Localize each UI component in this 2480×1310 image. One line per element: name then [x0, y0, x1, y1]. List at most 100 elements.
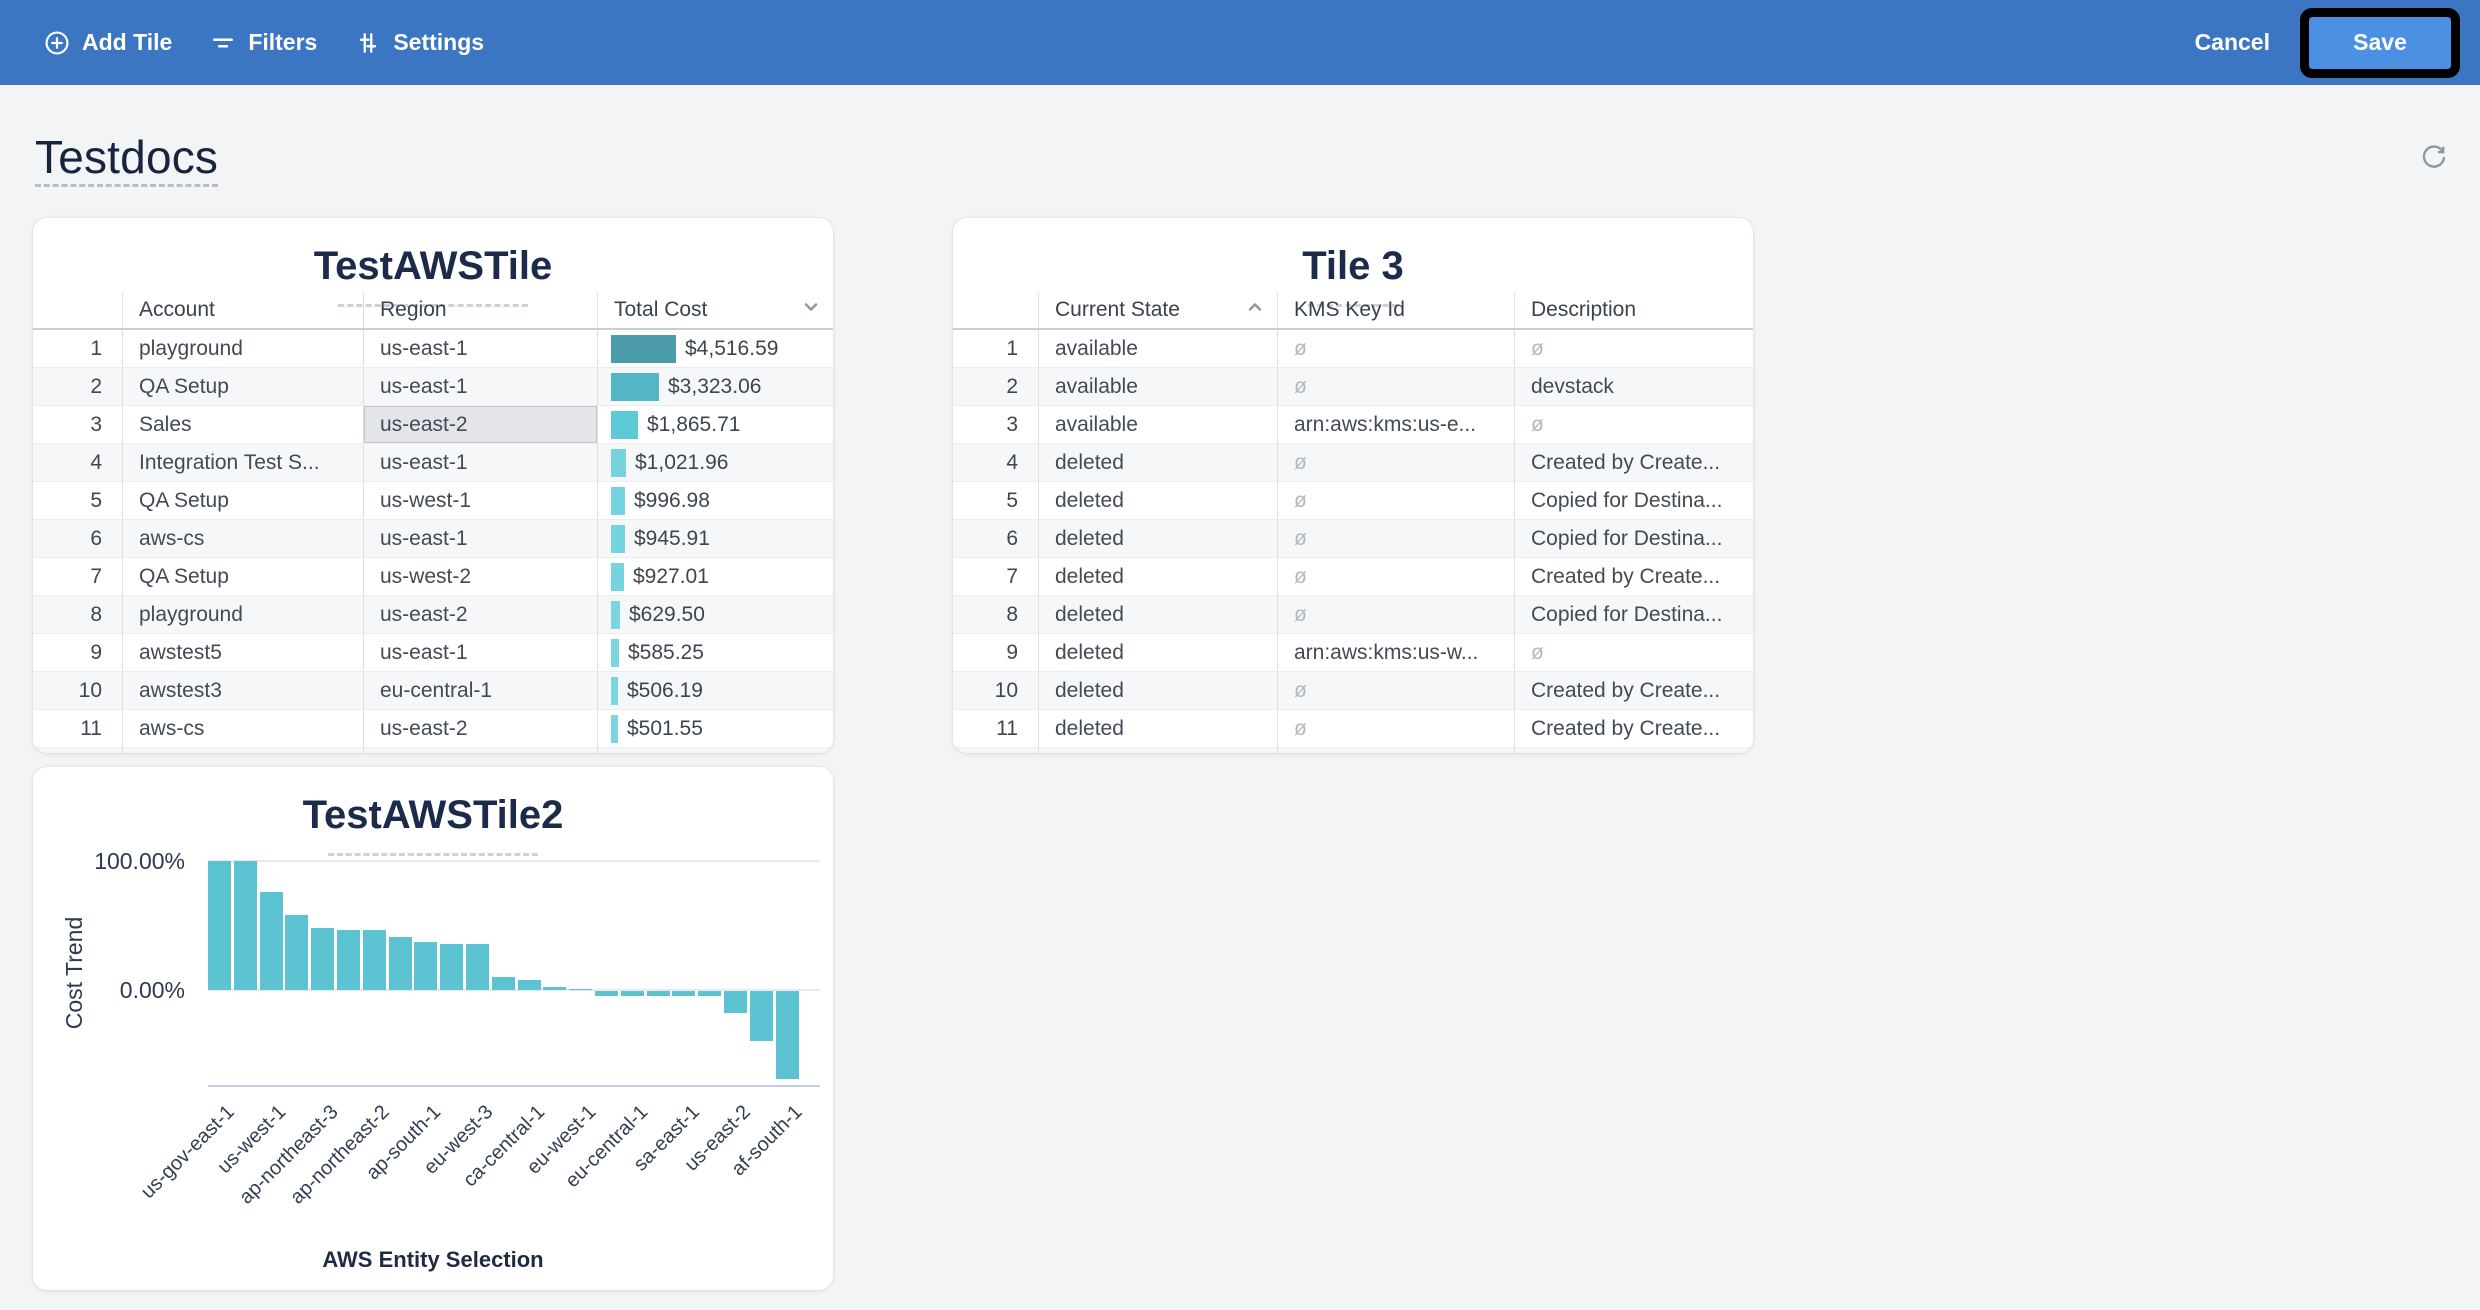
chart-bar[interactable] — [466, 943, 489, 990]
table-row[interactable]: 3 Sales us-east-2 $1,865.71 — [33, 406, 833, 444]
account-cell[interactable]: Integration Test S... — [122, 444, 363, 481]
description-cell[interactable]: Copied for Destina... — [1514, 482, 1753, 519]
table-row[interactable]: 3 available arn:aws:kms:us-e... ø — [953, 406, 1753, 444]
chart-bar[interactable] — [672, 991, 696, 997]
table-row[interactable]: 7 deleted ø Created by Create... — [953, 558, 1753, 596]
current-state-cell[interactable]: deleted — [1038, 672, 1277, 709]
account-cell[interactable]: QA Setup — [122, 368, 363, 405]
account-cell[interactable]: QA Setup — [122, 558, 363, 595]
chart-bar[interactable] — [337, 930, 360, 990]
kms-key-id-cell[interactable]: ø — [1277, 710, 1514, 747]
cancel-button[interactable]: Cancel — [2194, 29, 2270, 55]
kms-key-id-cell[interactable]: ø — [1277, 444, 1514, 481]
table-row[interactable]: 5 QA Setup us-west-1 $996.98 — [33, 482, 833, 520]
table-row[interactable]: 10 deleted ø Created by Create... — [953, 672, 1753, 710]
chart-bar[interactable] — [259, 891, 283, 990]
refresh-icon[interactable] — [2420, 143, 2448, 171]
region-cell[interactable]: us-west-1 — [363, 482, 597, 519]
table-row[interactable]: 7 QA Setup us-west-2 $927.01 — [33, 558, 833, 596]
kms-key-id-cell[interactable]: ø — [1277, 596, 1514, 633]
total-cost-cell[interactable]: $3,323.06 — [597, 368, 833, 405]
chart-bar[interactable] — [775, 991, 799, 1079]
column-header-kms-key-id[interactable]: KMS Key Id — [1277, 292, 1514, 328]
total-cost-cell[interactable]: $996.98 — [597, 482, 833, 519]
account-cell[interactable]: aws-cs — [122, 520, 363, 557]
table-row[interactable]: 2 available ø devstack — [953, 368, 1753, 406]
chart-bar[interactable] — [491, 977, 515, 990]
current-state-cell[interactable]: deleted — [1038, 444, 1277, 481]
total-cost-cell[interactable]: $585.25 — [597, 634, 833, 671]
account-cell[interactable]: awstest3 — [122, 672, 363, 709]
total-cost-cell[interactable]: $506.19 — [597, 672, 833, 709]
chart-bar[interactable] — [724, 991, 747, 1013]
chart-bar[interactable] — [569, 989, 593, 990]
description-cell[interactable]: ø — [1514, 406, 1753, 443]
add-tile-button[interactable]: Add Tile — [44, 29, 172, 56]
current-state-cell[interactable]: available — [1038, 368, 1277, 405]
column-header-account[interactable]: Account — [122, 292, 363, 328]
description-cell[interactable]: Copied for Destina... — [1514, 596, 1753, 633]
current-state-cell[interactable]: deleted — [1038, 520, 1277, 557]
region-cell[interactable]: us-east-1 — [363, 368, 597, 405]
description-cell[interactable]: Created by Create... — [1514, 672, 1753, 709]
chart-bar[interactable] — [208, 861, 231, 990]
kms-key-id-cell[interactable]: ø — [1277, 368, 1514, 405]
table-row[interactable]: 11 aws-cs us-east-2 $501.55 — [33, 710, 833, 748]
region-cell[interactable]: eu-central-1 — [363, 672, 597, 709]
chart-bar[interactable] — [543, 987, 567, 990]
chart-bar[interactable] — [414, 941, 438, 990]
account-cell[interactable]: QA Setup — [122, 482, 363, 519]
description-cell[interactable]: Created by Create... — [1514, 710, 1753, 747]
region-cell[interactable]: us-east-1 — [363, 330, 597, 367]
description-cell[interactable]: Created by Create... — [1514, 444, 1753, 481]
table-row[interactable]: 9 awstest5 us-east-1 $585.25 — [33, 634, 833, 672]
chart-bar[interactable] — [285, 915, 309, 990]
chart-bar[interactable] — [620, 991, 644, 997]
chart-bar[interactable] — [749, 991, 773, 1042]
total-cost-cell[interactable]: $501.55 — [597, 710, 833, 747]
chart-bar[interactable] — [595, 991, 618, 997]
chart-bar[interactable] — [311, 928, 335, 990]
kms-key-id-cell[interactable]: ø — [1277, 330, 1514, 367]
table-row[interactable]: 6 deleted ø Copied for Destina... — [953, 520, 1753, 558]
table-row[interactable]: 2 QA Setup us-east-1 $3,323.06 — [33, 368, 833, 406]
chart-bar[interactable] — [440, 943, 464, 990]
account-cell[interactable]: awstest5 — [122, 634, 363, 671]
current-state-cell[interactable]: deleted — [1038, 596, 1277, 633]
table-row[interactable] — [33, 748, 833, 753]
table-row[interactable]: 11 deleted ø Created by Create... — [953, 710, 1753, 748]
region-cell[interactable]: us-west-2 — [363, 558, 597, 595]
kms-key-id-cell[interactable]: arn:aws:kms:us-e... — [1277, 406, 1514, 443]
chart-bar[interactable] — [517, 979, 541, 990]
description-cell[interactable]: ø — [1514, 634, 1753, 671]
total-cost-cell[interactable]: $1,865.71 — [597, 406, 833, 443]
kms-key-id-cell[interactable]: ø — [1277, 482, 1514, 519]
current-state-cell[interactable] — [1038, 748, 1277, 753]
table-row[interactable]: 5 deleted ø Copied for Destina... — [953, 482, 1753, 520]
account-cell[interactable]: playground — [122, 330, 363, 367]
current-state-cell[interactable]: available — [1038, 406, 1277, 443]
save-button[interactable]: Save — [2309, 16, 2451, 69]
current-state-cell[interactable]: available — [1038, 330, 1277, 367]
table-row[interactable]: 8 playground us-east-2 $629.50 — [33, 596, 833, 634]
current-state-cell[interactable]: deleted — [1038, 482, 1277, 519]
region-cell-selected[interactable]: us-east-2 — [363, 406, 597, 443]
chart-bar[interactable] — [388, 937, 412, 990]
table-row[interactable]: 8 deleted ø Copied for Destina... — [953, 596, 1753, 634]
chart-bar[interactable] — [362, 930, 386, 990]
account-cell[interactable]: playground — [122, 596, 363, 633]
kms-key-id-cell[interactable]: ø — [1277, 672, 1514, 709]
account-cell[interactable]: aws-cs — [122, 710, 363, 747]
table-row[interactable]: 4 deleted ø Created by Create... — [953, 444, 1753, 482]
region-cell[interactable]: us-east-2 — [363, 596, 597, 633]
region-cell[interactable]: us-east-1 — [363, 634, 597, 671]
column-header-description[interactable]: Description — [1514, 292, 1753, 328]
total-cost-cell[interactable]: $927.01 — [597, 558, 833, 595]
chart-bar[interactable] — [646, 991, 670, 997]
kms-key-id-cell[interactable]: ø — [1277, 520, 1514, 557]
region-cell[interactable]: us-east-2 — [363, 710, 597, 747]
column-header-current-state[interactable]: Current State — [1038, 292, 1277, 328]
current-state-cell[interactable]: deleted — [1038, 634, 1277, 671]
settings-button[interactable]: Settings — [355, 29, 484, 56]
description-cell[interactable] — [1514, 748, 1753, 753]
